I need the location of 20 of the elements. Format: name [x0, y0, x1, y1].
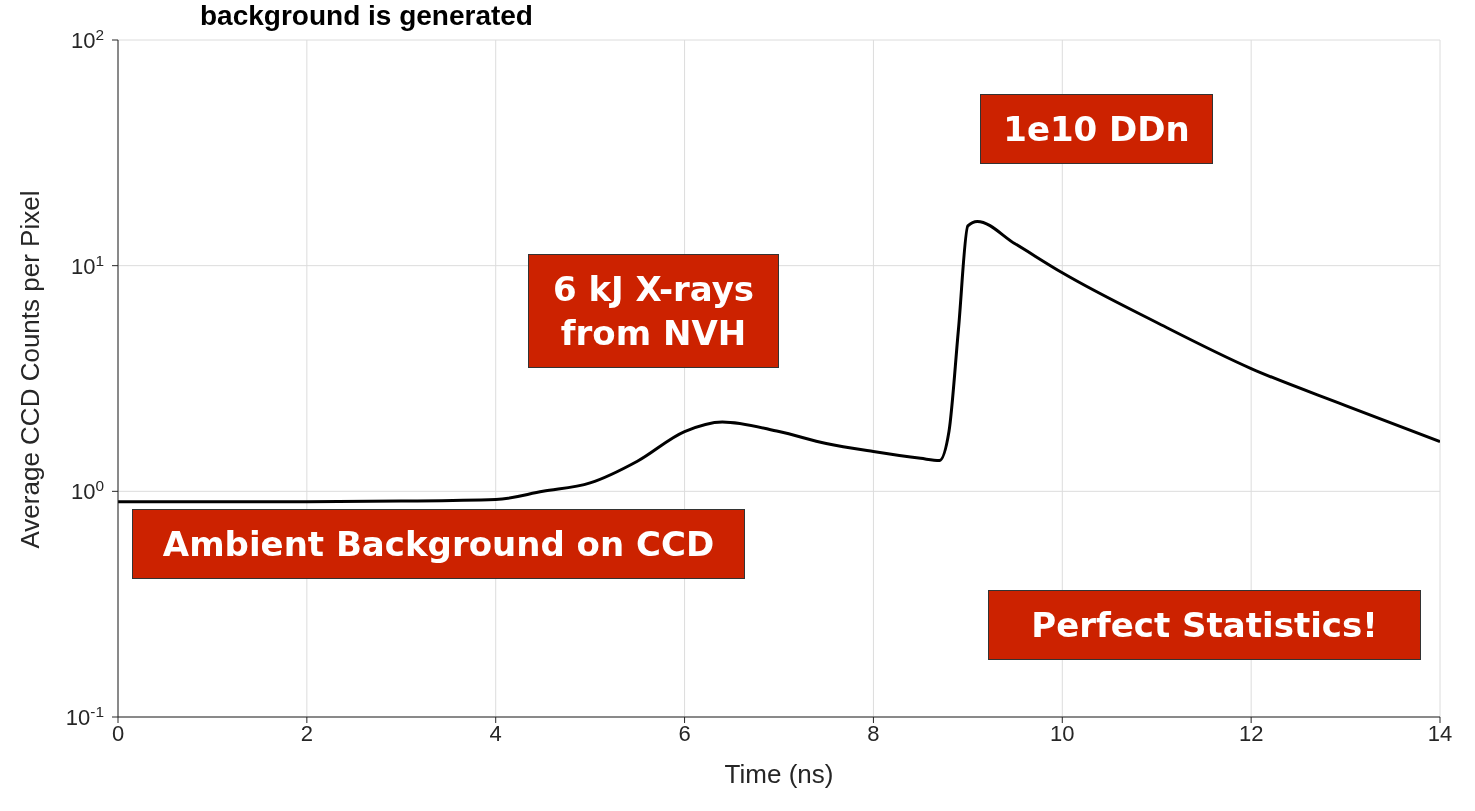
x-tick-label: 0 [111, 720, 125, 746]
x-tick-label: 6 [678, 720, 691, 746]
y-tick-label: 10$^{-1}$ [65, 702, 104, 730]
annotation: Ambient Background on CCD [132, 509, 745, 580]
x-tick-label: 12 [1238, 720, 1264, 746]
x-tick-label: 10 [1050, 720, 1075, 746]
x-tick-label: 2 [300, 720, 313, 746]
annotation: Perfect Statistics! [988, 590, 1421, 661]
y-tick-label: 10$^{0}$ [70, 476, 104, 505]
x-tick-label: 8 [867, 720, 880, 746]
x-axis-title: Time (ns) [724, 759, 834, 789]
y-tick-label: 10$^{2}$ [70, 25, 104, 53]
chart-title: background is generated [200, 0, 533, 32]
y-tick-label: 10$^{1}$ [70, 251, 104, 279]
annotation: 6 kJ X-rays from NVH [528, 254, 779, 369]
x-tick-label: 14 [1427, 720, 1453, 746]
annotation: 1e10 DDn [980, 94, 1213, 165]
line-series [118, 219, 1440, 504]
y-axis-title: Average CCD Counts per Pixel [15, 190, 46, 549]
x-tick-label: 4 [489, 720, 502, 746]
